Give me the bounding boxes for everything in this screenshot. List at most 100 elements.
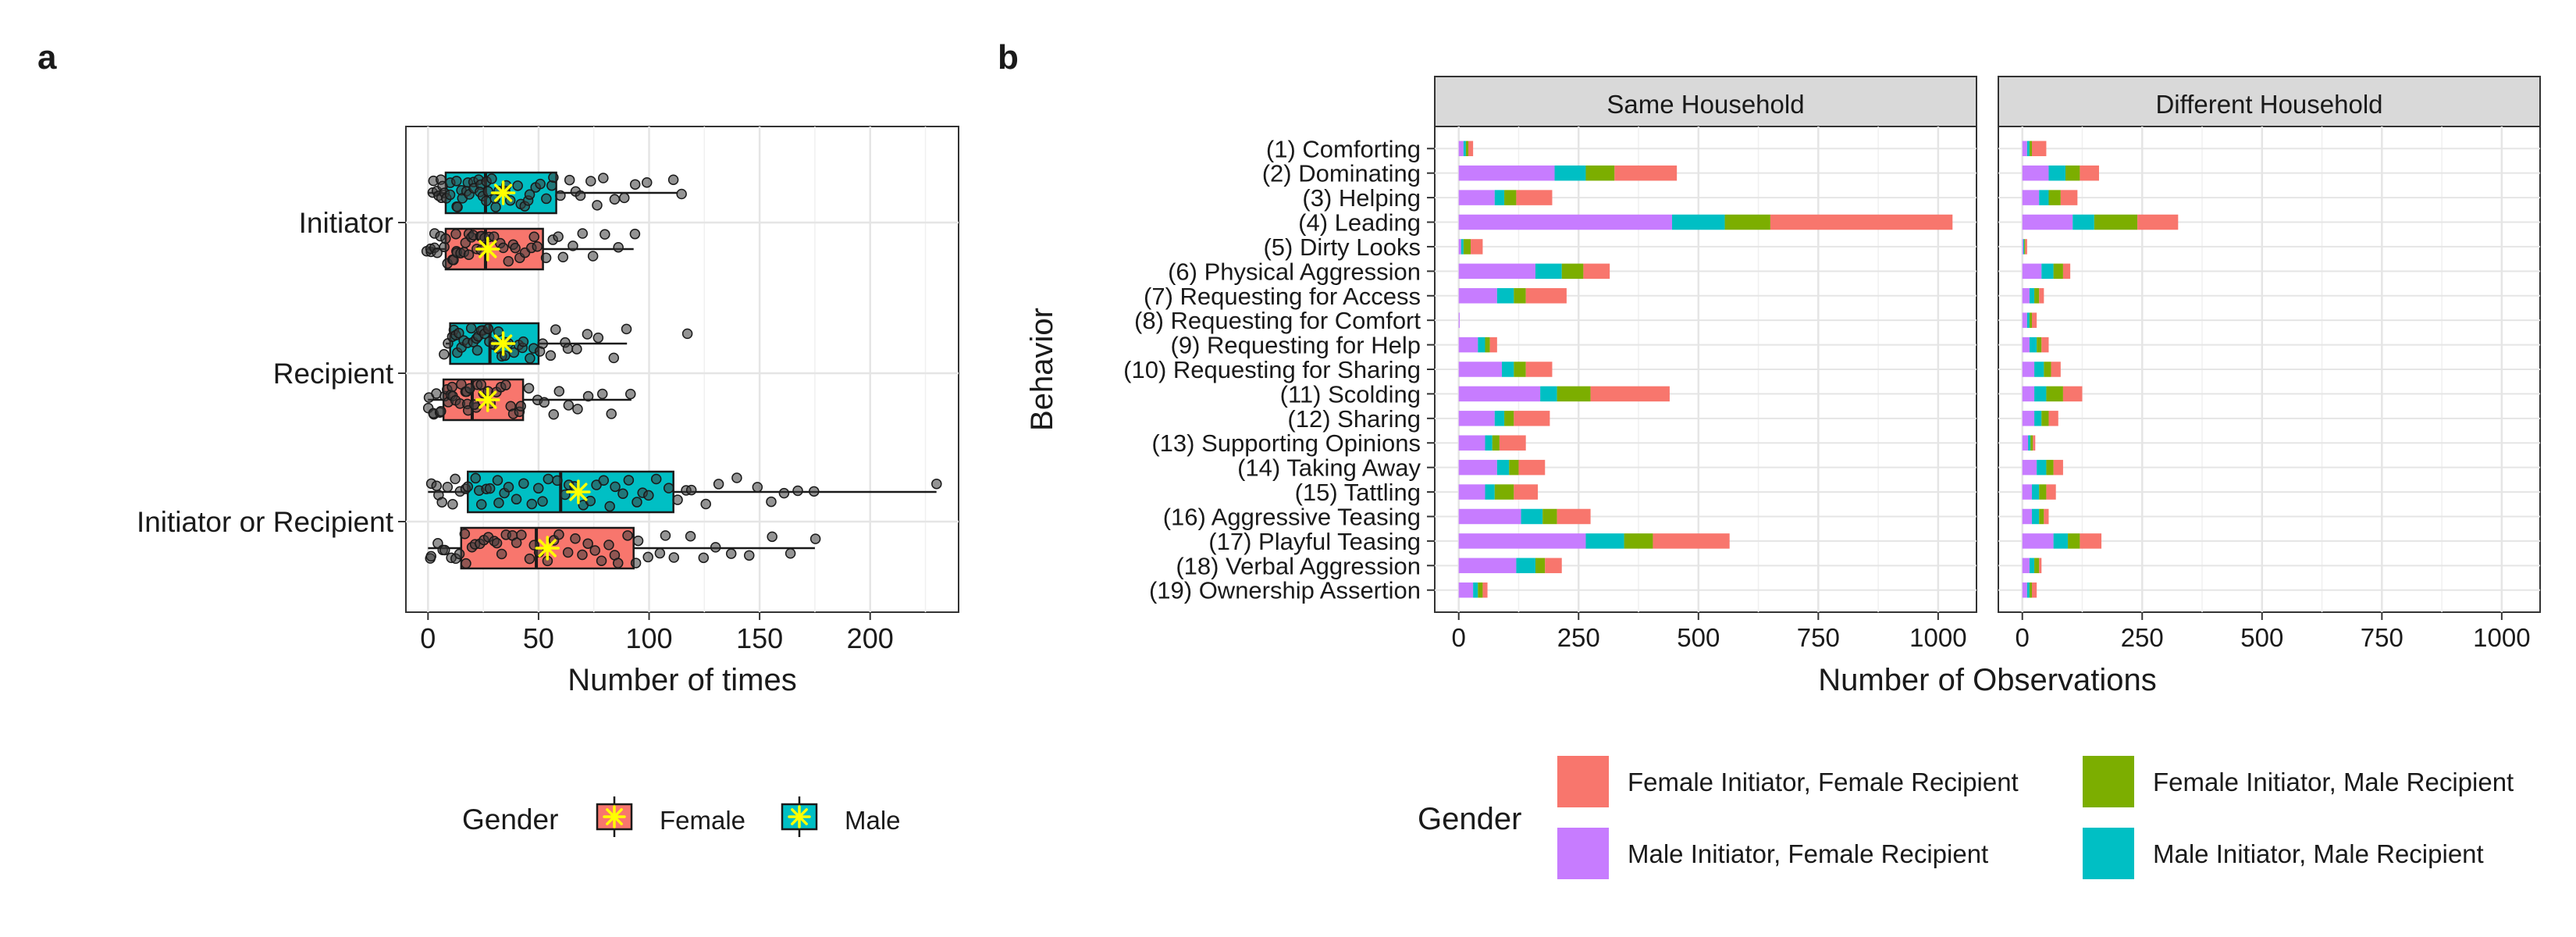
data-point bbox=[511, 537, 522, 548]
legend-item-male-initiator-female-recipient: Male Initiator, Female Recipient bbox=[1557, 828, 1988, 879]
legend-label: Male Initiator, Female Recipient bbox=[1628, 839, 1988, 868]
bar-segment-female-initiator-female-recipient bbox=[2044, 508, 2049, 525]
data-point bbox=[493, 497, 504, 508]
legend-key-male bbox=[781, 796, 818, 837]
panel-b-y-tick-label: (19) Ownership Assertion bbox=[1149, 577, 1421, 604]
bar-segment-female-initiator-female-recipient bbox=[1468, 141, 1474, 157]
bar-stack-same-household-6-physical-aggression bbox=[1458, 263, 1610, 280]
data-point bbox=[577, 228, 589, 239]
bar-segment-male-initiator-male-recipient bbox=[2073, 214, 2094, 230]
bar-segment-male-initiator-male-recipient bbox=[2041, 263, 2054, 280]
panel-a-y-tick-label-initiator-or-recipient: Initiator or Recipient bbox=[137, 506, 394, 538]
data-point bbox=[792, 485, 803, 497]
data-point bbox=[439, 544, 450, 556]
data-point bbox=[439, 348, 450, 360]
data-point bbox=[613, 241, 624, 253]
bar-segment-male-initiator-male-recipient bbox=[1494, 190, 1505, 205]
panel-b-x-tick-label: 500 bbox=[2240, 623, 2283, 652]
panel-b-y-tick-label: (15) Tattling bbox=[1295, 479, 1421, 506]
data-point bbox=[778, 487, 790, 499]
bar-segment-female-initiator-female-recipient bbox=[1525, 362, 1553, 377]
panel-a-x-axis-label: Number of times bbox=[568, 663, 796, 697]
bar-segment-male-initiator-male-recipient bbox=[1473, 582, 1478, 598]
data-point bbox=[523, 383, 535, 394]
panel-b-y-tick-label: (11) Scolding bbox=[1280, 380, 1421, 408]
bar-segment-female-initiator-male-recipient bbox=[1514, 288, 1526, 304]
data-point bbox=[447, 381, 457, 393]
bar-stack-same-household-18-verbal-aggression bbox=[1458, 558, 1562, 574]
bar-segment-male-initiator-female-recipient bbox=[1458, 459, 1497, 476]
legend-label: Female Initiator, Male Recipient bbox=[2153, 768, 2514, 796]
bar-segment-female-initiator-male-recipient bbox=[1724, 214, 1770, 230]
panel-b-y-tick-label: (18) Verbal Aggression bbox=[1176, 552, 1421, 579]
bar-segment-female-initiator-female-recipient bbox=[1545, 558, 1562, 574]
bar-segment-female-initiator-female-recipient bbox=[2062, 386, 2083, 402]
data-point bbox=[518, 478, 529, 489]
bar-segment-male-initiator-female-recipient bbox=[2022, 411, 2035, 426]
data-point bbox=[515, 401, 526, 411]
bar-segment-female-initiator-male-recipient bbox=[1504, 411, 1514, 426]
data-point bbox=[550, 324, 561, 335]
data-point bbox=[564, 174, 575, 186]
bar-segment-female-initiator-male-recipient bbox=[2024, 239, 2026, 255]
data-point bbox=[592, 200, 603, 211]
data-point bbox=[681, 328, 693, 340]
panel-a-legend-label-male: Male bbox=[845, 806, 901, 835]
data-point bbox=[604, 501, 615, 512]
bar-segment-male-initiator-female-recipient bbox=[1458, 190, 1495, 205]
bar-segment-male-initiator-male-recipient bbox=[2028, 435, 2031, 451]
data-point bbox=[667, 174, 679, 186]
data-point bbox=[582, 329, 593, 340]
bar-segment-female-initiator-male-recipient bbox=[2039, 508, 2044, 525]
bar-segment-female-initiator-female-recipient bbox=[2039, 288, 2044, 304]
facet-strip-different-household bbox=[1998, 76, 2541, 127]
data-point bbox=[503, 255, 514, 267]
bar-segment-female-initiator-female-recipient bbox=[1499, 435, 1526, 451]
bar-segment-female-initiator-female-recipient bbox=[1557, 508, 1591, 525]
data-point bbox=[518, 336, 529, 347]
data-point bbox=[597, 388, 608, 400]
bar-segment-male-initiator-female-recipient bbox=[2022, 508, 2032, 525]
bar-segment-male-initiator-female-recipient bbox=[2022, 263, 2042, 280]
data-point bbox=[641, 176, 653, 188]
bar-stack-different-household-9-requesting-for-help bbox=[2022, 337, 2049, 353]
data-point bbox=[609, 194, 621, 205]
data-point bbox=[606, 408, 617, 419]
bar-stack-different-household-13-supporting-opinions bbox=[2022, 435, 2036, 451]
bar-segment-male-initiator-male-recipient bbox=[1516, 558, 1535, 574]
data-point bbox=[471, 344, 483, 356]
data-point bbox=[562, 343, 574, 354]
bar-segment-male-initiator-female-recipient bbox=[1458, 435, 1485, 451]
data-point bbox=[452, 201, 463, 212]
bar-segment-female-initiator-male-recipient bbox=[1494, 484, 1514, 500]
bar-stack-different-household-12-sharing bbox=[2022, 411, 2058, 426]
data-point bbox=[619, 192, 630, 204]
bar-segment-female-initiator-female-recipient bbox=[1525, 288, 1567, 304]
data-point bbox=[608, 352, 620, 364]
data-point bbox=[585, 176, 596, 187]
bar-segment-male-initiator-male-recipient bbox=[2053, 533, 2069, 549]
panel-b-x-tick-label: 1000 bbox=[2473, 623, 2530, 652]
data-point bbox=[629, 179, 641, 190]
bar-stack-same-household-3-helping bbox=[1458, 190, 1553, 205]
bar-segment-male-initiator-female-recipient bbox=[1458, 239, 1461, 255]
legend-key-female bbox=[596, 796, 633, 837]
bar-segment-female-initiator-female-recipient bbox=[1514, 411, 1550, 426]
bar-segment-female-initiator-male-recipient bbox=[1485, 337, 1490, 353]
data-point bbox=[672, 494, 683, 505]
data-point bbox=[632, 497, 642, 508]
data-point bbox=[447, 499, 458, 510]
mean-marker bbox=[490, 180, 516, 205]
panel-b-x-tick-label: 250 bbox=[2121, 623, 2164, 652]
bar-segment-female-initiator-female-recipient bbox=[2039, 558, 2042, 574]
bar-segment-male-initiator-male-recipient bbox=[1485, 435, 1493, 451]
bar-segment-male-initiator-female-recipient bbox=[1458, 362, 1502, 377]
bar-segment-female-initiator-male-recipient bbox=[1463, 239, 1471, 255]
bar-stack-same-household-7-requesting-for-access bbox=[1458, 288, 1567, 304]
bar-segment-male-initiator-male-recipient bbox=[2029, 337, 2037, 353]
data-point bbox=[486, 173, 497, 184]
bar-segment-male-initiator-male-recipient bbox=[2029, 558, 2035, 574]
data-point bbox=[492, 475, 503, 486]
data-point bbox=[585, 495, 596, 507]
panel-b-x-tick-label: 0 bbox=[2016, 623, 2030, 652]
